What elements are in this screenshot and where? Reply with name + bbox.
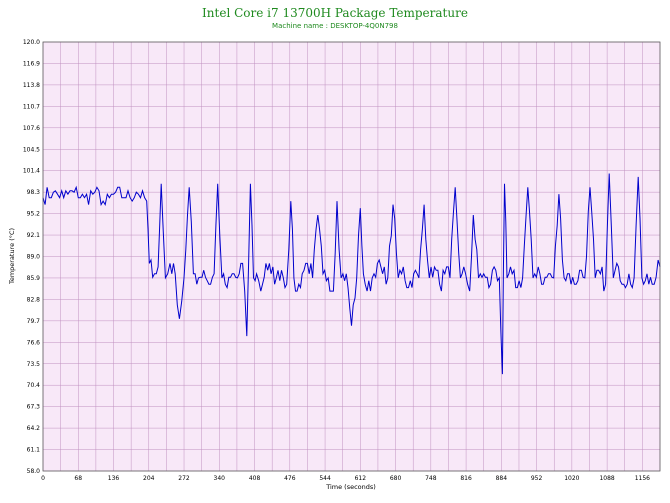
- y-tick-label: 67.3: [27, 404, 41, 411]
- x-tick-label: 0: [41, 475, 45, 482]
- x-tick-label: 68: [74, 475, 82, 482]
- y-tick-label: 73.5: [27, 361, 41, 368]
- x-tick-label: 340: [214, 475, 226, 482]
- tick-labels: 58.0 61.1 64.2 67.3 70.4 73.5 76.6 79.7 82.8 85.9…: [23, 39, 650, 482]
- y-tick-label: 116.9: [23, 60, 40, 67]
- x-tick-label: 476: [284, 475, 296, 482]
- y-tick-label: 101.4: [23, 168, 40, 175]
- grid: [42, 41, 661, 472]
- y-tick-label: 76.6: [27, 339, 41, 346]
- x-tick-label: 1020: [564, 475, 579, 482]
- x-tick-label: 204: [143, 475, 155, 482]
- y-tick-label: 104.5: [23, 146, 40, 153]
- y-tick-label: 70.4: [27, 382, 41, 389]
- y-tick-label: 89.0: [27, 254, 41, 261]
- y-tick-label: 98.3: [27, 189, 41, 196]
- y-tick-label: 58.0: [27, 468, 41, 475]
- x-tick-label: 544: [319, 475, 331, 482]
- x-tick-label: 1156: [635, 475, 650, 482]
- x-tick-label: 952: [531, 475, 543, 482]
- x-tick-label: 136: [108, 475, 120, 482]
- y-tick-label: 64.2: [27, 425, 41, 432]
- y-tick-label: 110.7: [23, 103, 40, 110]
- x-tick-label: 884: [496, 475, 508, 482]
- y-tick-label: 82.8: [27, 296, 41, 303]
- x-tick-label: 272: [178, 475, 190, 482]
- x-tick-label: 408: [249, 475, 261, 482]
- x-tick-label: 816: [460, 475, 472, 482]
- y-tick-label: 107.6: [23, 125, 40, 132]
- x-tick-label: 748: [425, 475, 437, 482]
- y-tick-label: 120.0: [23, 39, 40, 46]
- x-tick-label: 1088: [599, 475, 614, 482]
- y-tick-label: 79.7: [27, 318, 41, 325]
- series-line: [42, 173, 661, 375]
- y-axis-label: Temperature (°C): [8, 228, 16, 285]
- y-tick-label: 92.1: [27, 232, 41, 239]
- y-tick-label: 85.9: [27, 275, 41, 282]
- y-tick-label: 113.8: [23, 82, 40, 89]
- y-tick-label: 95.2: [27, 211, 41, 218]
- y-tick-label: 61.1: [27, 447, 41, 454]
- x-tick-label: 612: [355, 475, 367, 482]
- x-axis-label: Time (seconds): [325, 483, 376, 491]
- chart-title: Intel Core i7 13700H Package Temperature: [202, 6, 468, 20]
- plot-border: [42, 41, 661, 472]
- x-tick-label: 680: [390, 475, 402, 482]
- chart-subtitle: Machine name : DESKTOP-4Q0N798: [272, 22, 398, 30]
